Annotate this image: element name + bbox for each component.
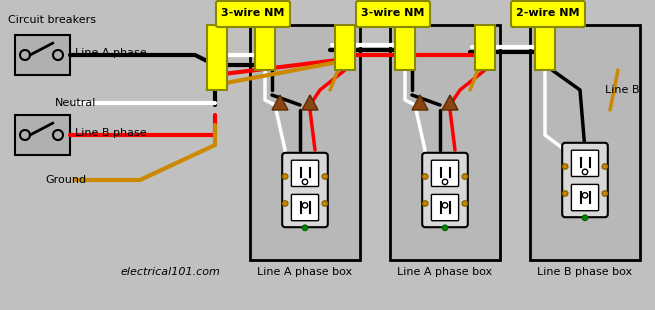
Circle shape (53, 130, 63, 140)
Circle shape (322, 174, 328, 179)
Text: 3-wire NM: 3-wire NM (362, 8, 424, 18)
Circle shape (442, 203, 448, 208)
Circle shape (303, 203, 308, 208)
Bar (335, 25, 355, 70)
Circle shape (582, 193, 588, 198)
FancyBboxPatch shape (432, 160, 458, 187)
Bar (15, 35, 70, 75)
Circle shape (582, 215, 588, 220)
FancyBboxPatch shape (291, 160, 318, 187)
Circle shape (462, 201, 468, 206)
Bar (530, 25, 640, 260)
Circle shape (53, 50, 63, 60)
Bar (15, 115, 70, 155)
Text: Line A phase box: Line A phase box (257, 267, 352, 277)
FancyBboxPatch shape (571, 150, 599, 176)
Circle shape (20, 50, 30, 60)
FancyBboxPatch shape (282, 153, 328, 227)
Polygon shape (302, 95, 318, 110)
FancyBboxPatch shape (562, 143, 608, 217)
Bar (250, 25, 360, 260)
Circle shape (422, 174, 428, 179)
Circle shape (282, 174, 288, 179)
Text: Line B phase box: Line B phase box (538, 267, 633, 277)
Bar (255, 25, 275, 70)
FancyBboxPatch shape (432, 194, 458, 221)
Polygon shape (412, 95, 428, 110)
Text: Line B phase: Line B phase (75, 128, 147, 138)
FancyBboxPatch shape (216, 1, 290, 27)
Bar (395, 25, 415, 70)
Text: Circuit breakers: Circuit breakers (8, 15, 96, 25)
Text: Line A phase: Line A phase (75, 48, 147, 58)
Text: Ground: Ground (45, 175, 86, 185)
Circle shape (602, 164, 607, 169)
FancyBboxPatch shape (571, 184, 599, 211)
Bar (390, 25, 500, 260)
Text: 2-wire NM: 2-wire NM (516, 8, 580, 18)
FancyBboxPatch shape (422, 153, 468, 227)
Circle shape (602, 191, 607, 196)
FancyBboxPatch shape (291, 194, 318, 221)
Circle shape (442, 225, 448, 231)
FancyBboxPatch shape (511, 1, 585, 27)
Circle shape (303, 179, 308, 184)
Circle shape (322, 201, 328, 206)
Bar (475, 25, 495, 70)
Text: Line A phase box: Line A phase box (398, 267, 493, 277)
Text: Line B: Line B (605, 85, 639, 95)
Circle shape (282, 201, 288, 206)
Polygon shape (442, 95, 458, 110)
Text: 3-wire NM: 3-wire NM (221, 8, 285, 18)
Circle shape (442, 179, 448, 184)
Text: electrical101.com: electrical101.com (120, 267, 220, 277)
Circle shape (422, 201, 428, 206)
Text: Neutral: Neutral (55, 98, 96, 108)
FancyBboxPatch shape (356, 1, 430, 27)
Circle shape (20, 130, 30, 140)
Polygon shape (272, 95, 288, 110)
Bar (207, 25, 227, 90)
Circle shape (563, 191, 568, 196)
Circle shape (462, 174, 468, 179)
Circle shape (303, 225, 308, 231)
Bar (535, 25, 555, 70)
Circle shape (582, 169, 588, 175)
Circle shape (563, 164, 568, 169)
